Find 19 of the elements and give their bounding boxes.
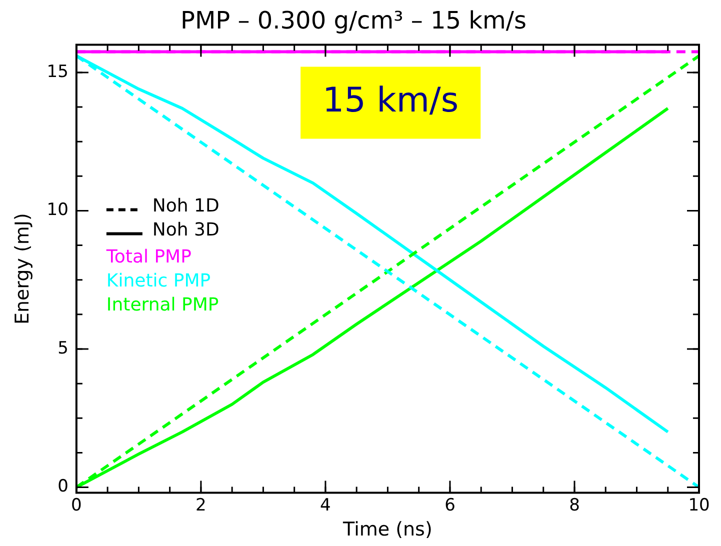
y-tick-label: 5 (58, 338, 68, 358)
text: Internal PMP (106, 294, 219, 316)
x-tick-label: 10 (688, 495, 710, 516)
x-tick-label: 2 (196, 495, 206, 516)
y-tick-label: 0 (58, 476, 68, 497)
annotation: 15 km/s (322, 80, 459, 121)
annotation: Noh 1D (152, 195, 220, 216)
chart-title: PMP – 0.300 g/cm³ – 15 km/s (180, 6, 527, 35)
y-axis-title: Energy (mJ) (11, 213, 34, 325)
x-tick-label: 6 (444, 495, 456, 516)
x-axis-title: Time (ns) (342, 518, 432, 541)
text: Kinetic PMP (106, 270, 211, 292)
text: Total PMP (105, 246, 192, 268)
x-tick-label: 8 (569, 495, 580, 516)
y-tick-label: 15 (46, 62, 68, 82)
annotation: Noh 3D (152, 219, 220, 240)
x-tick-label: 4 (320, 495, 331, 516)
x-tick-label: 0 (71, 495, 82, 516)
y-tick-label: 10 (46, 200, 68, 220)
